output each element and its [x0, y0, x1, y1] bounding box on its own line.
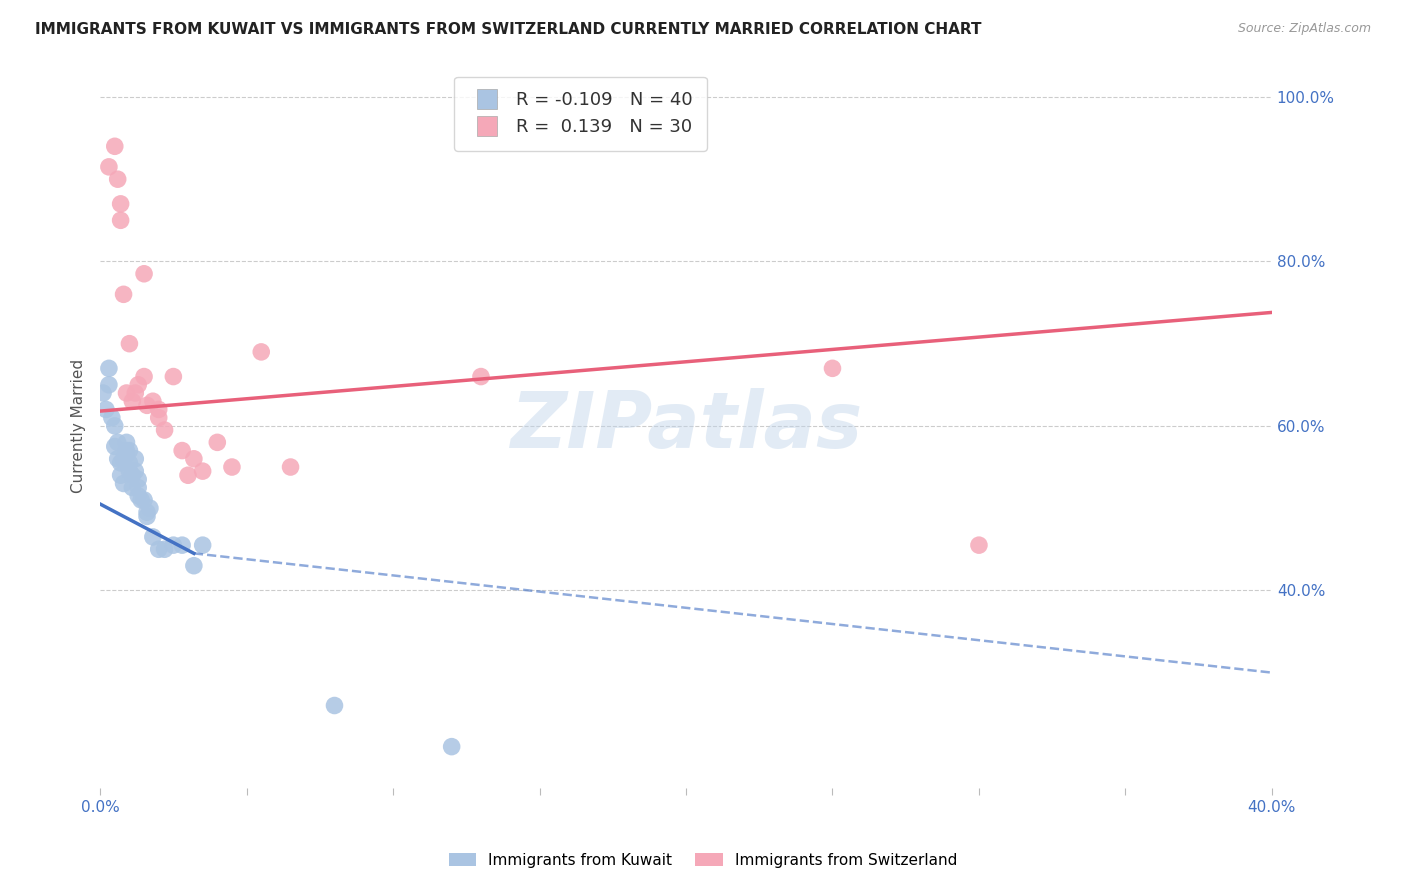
Point	[132, 492, 155, 507]
Point	[177, 468, 200, 483]
Point	[115, 435, 138, 450]
Point	[104, 440, 127, 454]
Point	[142, 530, 165, 544]
Point	[127, 481, 149, 495]
Point	[91, 386, 114, 401]
Point	[183, 558, 205, 573]
Point	[112, 287, 135, 301]
Point	[97, 361, 120, 376]
Point	[153, 542, 176, 557]
Point	[104, 139, 127, 153]
Point	[280, 460, 302, 475]
Point	[221, 460, 243, 475]
Y-axis label: Currently Married: Currently Married	[72, 359, 86, 493]
Point	[183, 451, 205, 466]
Point	[118, 464, 141, 478]
Point	[148, 402, 170, 417]
Point	[127, 472, 149, 486]
Point	[148, 410, 170, 425]
Point	[191, 464, 214, 478]
Point	[107, 172, 129, 186]
Point	[153, 423, 176, 437]
Text: ZIPatlas: ZIPatlas	[510, 388, 862, 464]
Point	[191, 538, 214, 552]
Point	[112, 476, 135, 491]
Point	[132, 267, 155, 281]
Point	[110, 456, 132, 470]
Legend: R = -0.109   N = 40, R =  0.139   N = 30: R = -0.109 N = 40, R = 0.139 N = 30	[454, 77, 707, 151]
Text: Source: ZipAtlas.com: Source: ZipAtlas.com	[1237, 22, 1371, 36]
Point	[110, 213, 132, 227]
Point	[110, 197, 132, 211]
Point	[142, 394, 165, 409]
Point	[115, 443, 138, 458]
Point	[162, 369, 184, 384]
Point	[115, 448, 138, 462]
Point	[107, 435, 129, 450]
Point	[967, 538, 990, 552]
Point	[139, 501, 162, 516]
Point	[101, 410, 124, 425]
Point	[104, 418, 127, 433]
Point	[470, 369, 492, 384]
Point	[124, 464, 146, 478]
Point	[132, 369, 155, 384]
Point	[97, 160, 120, 174]
Point	[115, 386, 138, 401]
Point	[136, 509, 159, 524]
Point	[112, 451, 135, 466]
Point	[821, 361, 844, 376]
Point	[172, 538, 194, 552]
Point	[440, 739, 463, 754]
Point	[136, 505, 159, 519]
Point	[121, 481, 143, 495]
Point	[118, 443, 141, 458]
Point	[121, 468, 143, 483]
Point	[129, 492, 152, 507]
Point	[127, 377, 149, 392]
Point	[172, 443, 194, 458]
Point	[127, 489, 149, 503]
Point	[124, 386, 146, 401]
Point	[136, 398, 159, 412]
Point	[148, 542, 170, 557]
Legend: Immigrants from Kuwait, Immigrants from Switzerland: Immigrants from Kuwait, Immigrants from …	[443, 847, 963, 873]
Point	[121, 394, 143, 409]
Point	[118, 336, 141, 351]
Point	[162, 538, 184, 552]
Point	[323, 698, 346, 713]
Point	[94, 402, 117, 417]
Point	[107, 451, 129, 466]
Point	[207, 435, 229, 450]
Point	[97, 377, 120, 392]
Point	[118, 456, 141, 470]
Point	[110, 468, 132, 483]
Text: IMMIGRANTS FROM KUWAIT VS IMMIGRANTS FROM SWITZERLAND CURRENTLY MARRIED CORRELAT: IMMIGRANTS FROM KUWAIT VS IMMIGRANTS FRO…	[35, 22, 981, 37]
Point	[124, 451, 146, 466]
Point	[250, 344, 273, 359]
